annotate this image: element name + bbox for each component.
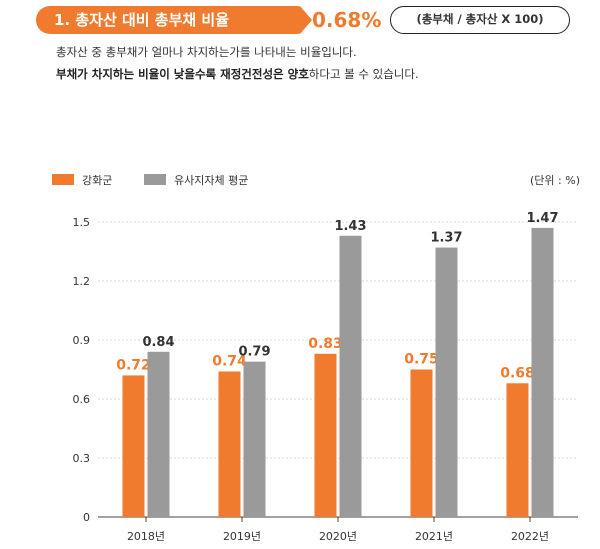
section-title: 1. 총자산 대비 총부채 비율 [36, 6, 301, 34]
data-label: 1.47 [526, 211, 558, 226]
data-label: 0.74 [212, 353, 247, 369]
legend-swatch-series-1 [52, 174, 74, 185]
x-tick-label: 2022년 [511, 530, 549, 543]
description-emphasis: 부채가 차지하는 비율이 낮을수록 재정건전성은 양호 [56, 67, 309, 81]
data-label: 0.75 [404, 352, 439, 368]
legend-swatch-series-2 [144, 174, 166, 185]
x-tick-label: 2019년 [223, 530, 261, 543]
x-tick-label: 2018년 [127, 530, 165, 543]
section-header: 1. 총자산 대비 총부채 비율 0.68% (총부채 / 총자산 X 100) [36, 6, 570, 34]
data-label: 0.79 [238, 345, 270, 360]
bar-series-1 [506, 383, 529, 517]
data-label: 0.72 [116, 357, 151, 373]
formula-badge: (총부채 / 총자산 X 100) [390, 6, 570, 34]
bar-series-2 [435, 247, 458, 518]
arrow-shape [300, 6, 312, 34]
description-rest: 하다고 볼 수 있습니다. [308, 67, 419, 81]
bar-series-1 [314, 353, 337, 517]
y-tick-label: 1.2 [73, 275, 91, 288]
y-tick-label: 0.6 [73, 393, 91, 406]
data-label: 0.68 [500, 365, 535, 381]
data-label: 0.84 [142, 335, 174, 350]
headline-value: 0.68% [312, 8, 382, 32]
bar-series-2 [243, 361, 266, 517]
y-tick-label: 0 [83, 511, 90, 524]
bar-series-1 [218, 371, 241, 517]
bar-series-2 [147, 351, 170, 517]
legend-label-series-1: 강화군 [82, 174, 113, 187]
unit-label: (단위 : %) [530, 174, 580, 187]
bar-series-1 [410, 369, 433, 517]
legend-label-series-2: 유사지자체 평균 [174, 174, 249, 187]
y-tick-label: 0.9 [73, 334, 91, 347]
data-label: 1.37 [430, 231, 462, 246]
bar-series-1 [122, 375, 145, 517]
y-tick-label: 0.3 [73, 452, 91, 465]
bar-series-2 [339, 235, 362, 517]
description-line-1: 총자산 중 총부채가 얼마나 차지하는가를 나타내는 비율입니다. [56, 45, 357, 59]
description-line-2: 부채가 차지하는 비율이 낮을수록 재정건전성은 양호하다고 볼 수 있습니다. [56, 66, 419, 82]
data-label: 1.43 [334, 219, 366, 234]
x-tick-label: 2020년 [319, 530, 357, 543]
data-label: 0.83 [308, 336, 343, 352]
y-tick-label: 1.5 [73, 216, 91, 229]
bar-series-2 [531, 227, 554, 517]
x-tick-label: 2021년 [415, 530, 453, 543]
